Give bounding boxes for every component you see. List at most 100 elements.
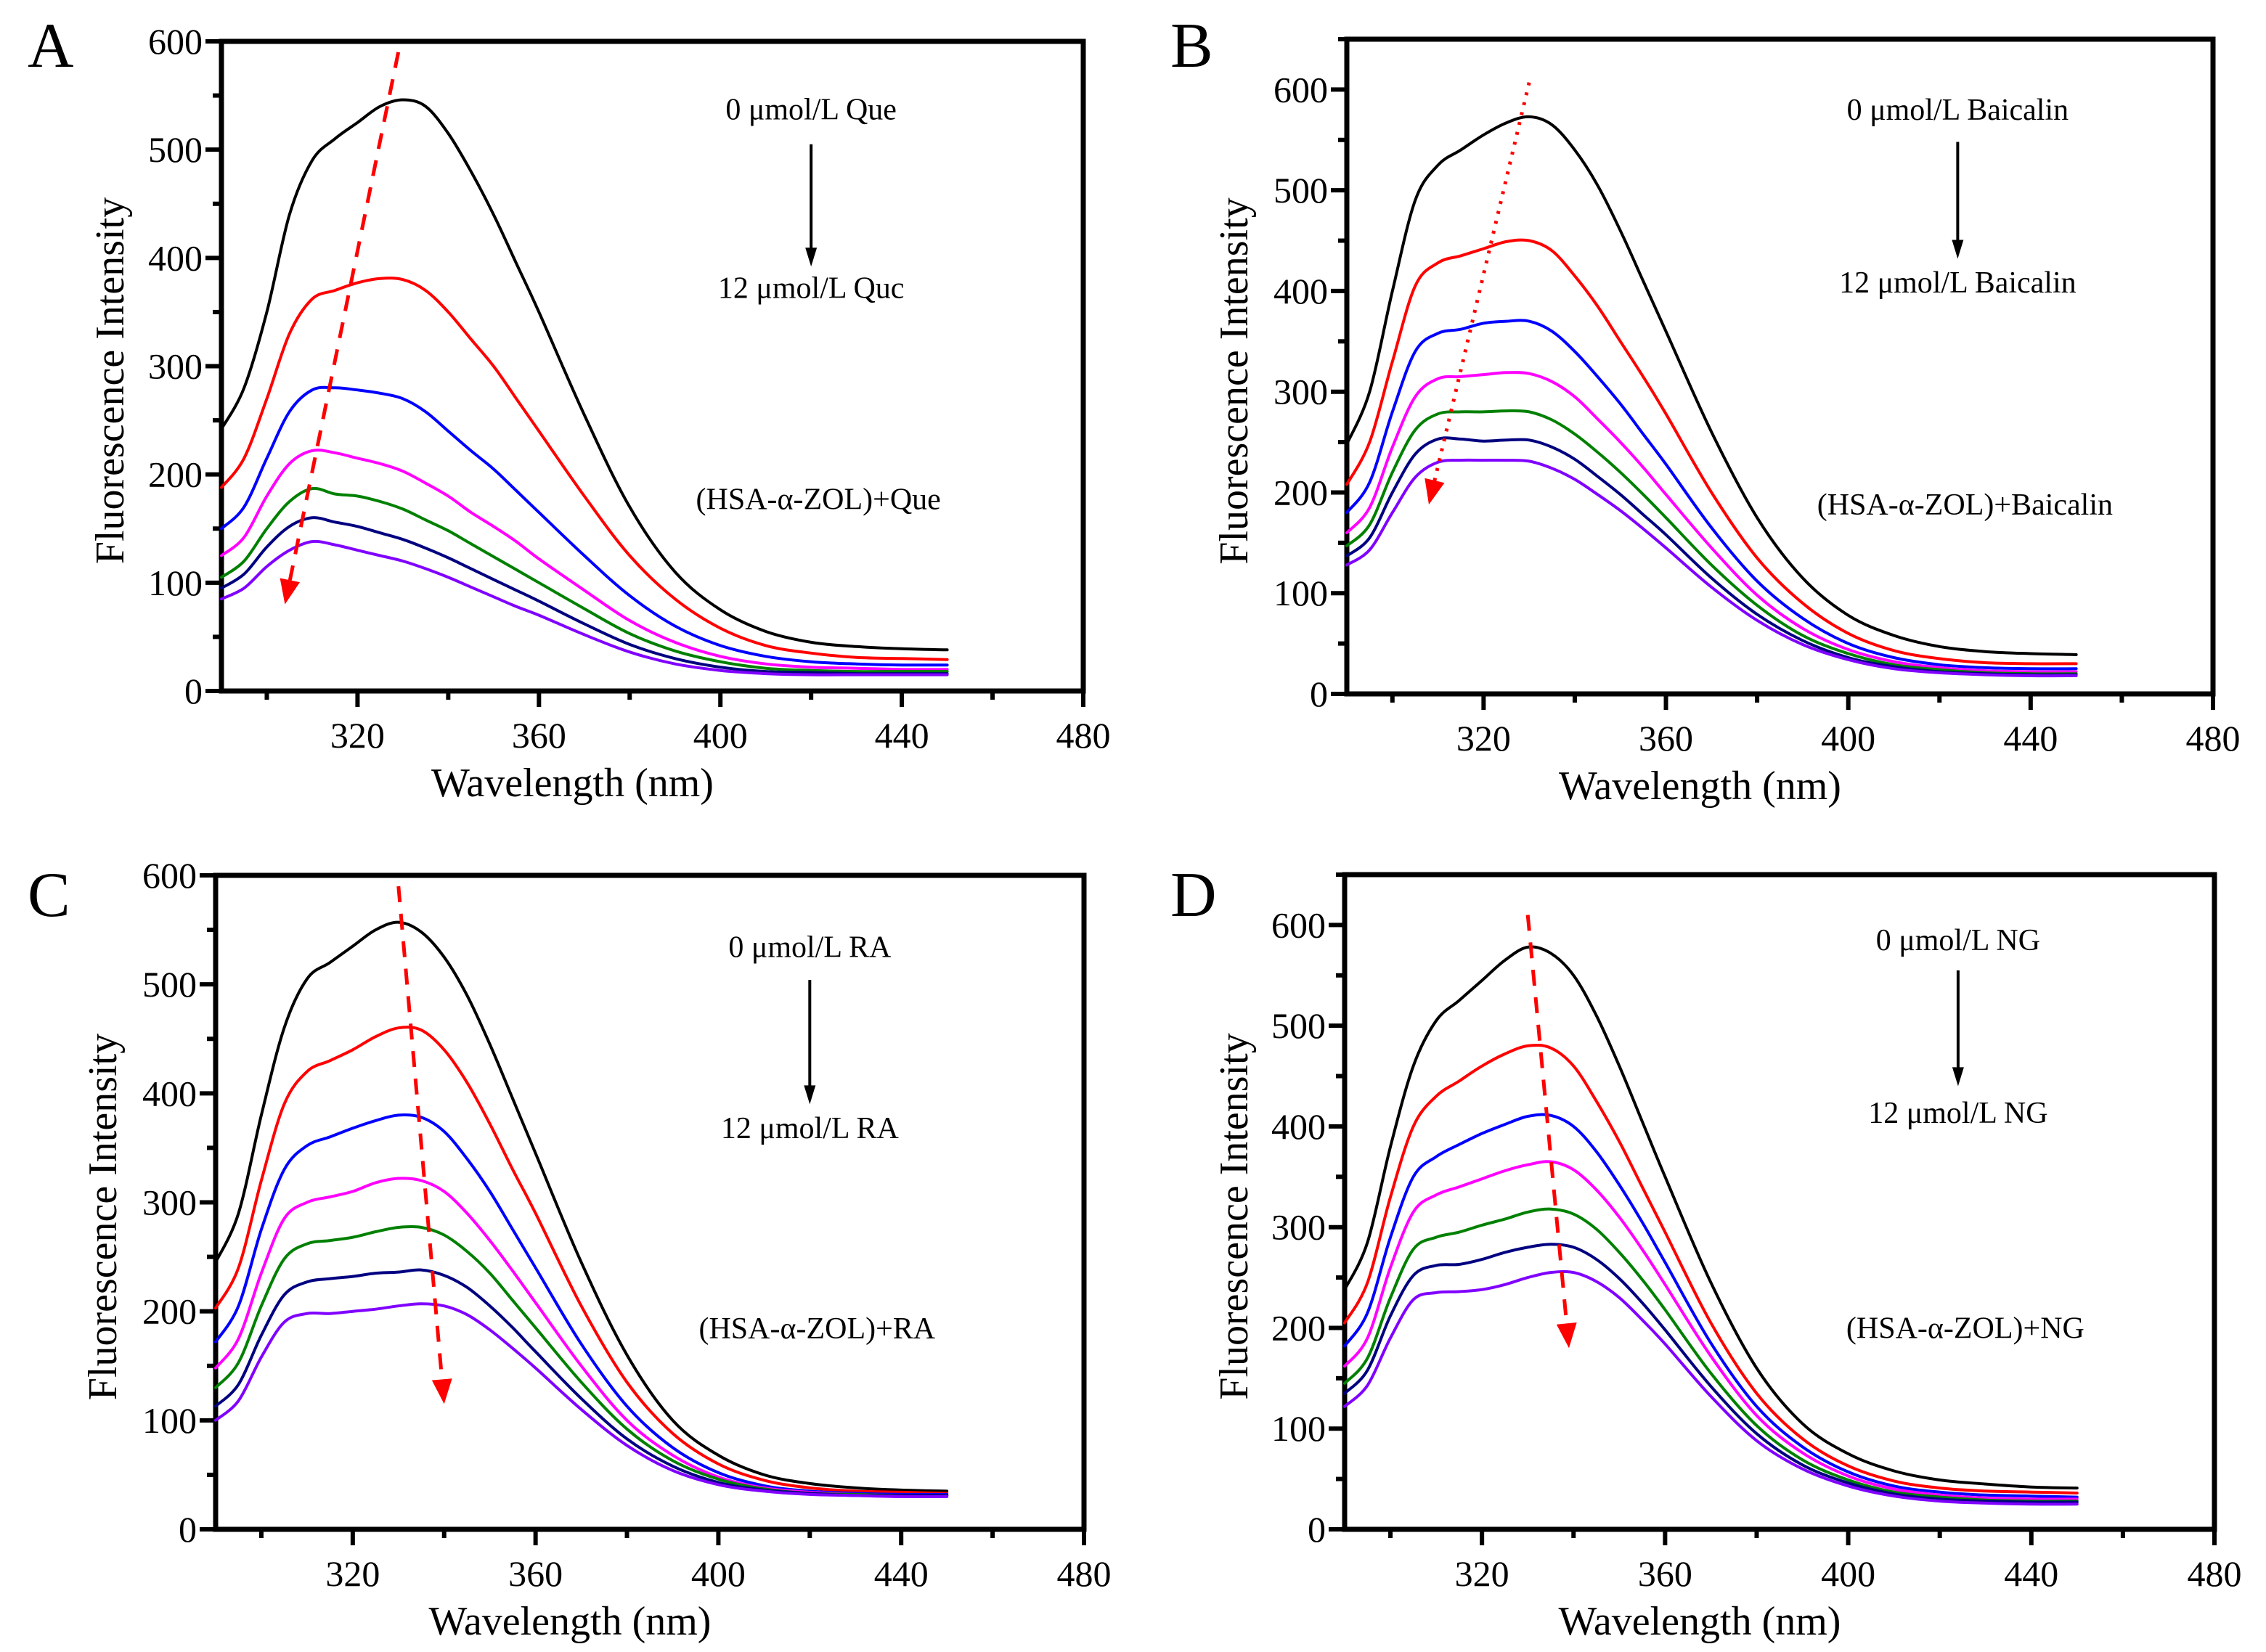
x-tick-label: 320	[325, 1553, 380, 1594]
trend-arrow-line	[1432, 82, 1531, 481]
panel-label: A	[28, 11, 74, 81]
y-tick-label: 600	[142, 855, 197, 896]
end-concentration-label: 12 μmol/L Quc	[718, 272, 905, 306]
panel-label: D	[1170, 860, 1217, 931]
system-label: (HSA-α-ZOL)+NG	[1846, 1312, 2084, 1345]
y-tick-label: 300	[148, 346, 203, 387]
x-tick-label: 440	[2003, 718, 2058, 758]
end-concentration-label: 12 μmol/L NG	[1868, 1097, 2047, 1130]
spectrum-curve-1	[1343, 1043, 2079, 1494]
plot-frame	[213, 872, 1087, 1532]
plot-frame	[219, 38, 1086, 694]
panel-label: B	[1170, 11, 1213, 81]
y-tick-label: 500	[148, 129, 203, 170]
y-tick-label: 300	[1271, 1207, 1326, 1248]
spectrum-curve-2	[1343, 1113, 2079, 1499]
x-tick-label: 360	[1639, 718, 1693, 758]
spectrum-curve-6	[1343, 1269, 2079, 1506]
y-tick-label: 400	[148, 237, 203, 278]
panel-a: A 320 360 400 440 480 0 100 200 300 400 500 600 Wavel…	[28, 11, 1111, 806]
y-tick-label: 200	[1273, 472, 1328, 512]
arrow-down-icon	[1952, 1067, 1964, 1087]
y-tick-label: 0	[179, 1509, 197, 1550]
x-tick-label: 440	[875, 715, 929, 756]
x-tick-label: 480	[1057, 1553, 1112, 1594]
y-axis-title: Fluorescence Intensity	[88, 197, 133, 564]
system-label: (HSA-α-ZOL)+RA	[698, 1312, 935, 1346]
panel-b: B 320 360 400 440 480 0 100 200 300 400 500 600 Wavel…	[1170, 11, 2241, 809]
y-tick-label: 500	[1271, 1005, 1326, 1046]
spectrum-curve-6	[214, 1302, 949, 1499]
panel-c: C 320 360 400 440 480 0 100 200 300 400 500 600 Wavel…	[28, 855, 1112, 1644]
start-concentration-label: 0 μmol/L Baicalin	[1847, 94, 2069, 127]
spectrum-curve-2	[214, 1113, 949, 1497]
y-tick-label: 0	[1308, 1509, 1326, 1550]
panel-d: D 320 360 400 440 480 0 100 200 300 400 500 600 Wavel…	[1170, 860, 2242, 1644]
y-tick-label: 400	[1273, 271, 1328, 311]
end-concentration-label: 12 μmol/L Baicalin	[1839, 266, 2077, 300]
plot-frame	[1344, 36, 2216, 697]
arrow-down-icon	[804, 1085, 816, 1105]
plot-frame	[1342, 872, 2217, 1532]
spectrum-curve-5	[1345, 436, 2078, 676]
spectrum-curve-1	[220, 277, 949, 661]
end-concentration-label: 12 μmol/L RA	[721, 1112, 900, 1145]
spectrum-curve-2	[1345, 319, 2078, 671]
panel-label: C	[28, 860, 70, 931]
trend-arrow-line	[1525, 915, 1569, 1324]
y-axis-title: Fluorescence Intensity	[81, 1034, 126, 1400]
y-tick-label: 0	[1310, 674, 1328, 714]
x-axis-title: Wavelength (nm)	[1559, 1599, 1841, 1644]
x-tick-label: 480	[1056, 715, 1111, 756]
x-tick-label: 320	[1455, 1553, 1509, 1594]
x-tick-label: 400	[1821, 1553, 1875, 1594]
trend-arrow-line	[288, 52, 401, 581]
start-concentration-label: 0 μmol/L RA	[728, 931, 892, 965]
start-concentration-label: 0 μmol/L Que	[725, 93, 897, 126]
spectrum-curve-3	[1345, 371, 2078, 674]
y-tick-label: 100	[1273, 573, 1328, 613]
arrow-down-icon	[805, 248, 818, 267]
x-tick-label: 360	[508, 1553, 563, 1594]
x-tick-label: 320	[1456, 718, 1511, 758]
y-tick-label: 500	[142, 964, 197, 1005]
spectrum-curve-5	[1343, 1243, 2079, 1504]
x-tick-label: 400	[693, 715, 748, 756]
system-label: (HSA-α-ZOL)+Baicalin	[1817, 488, 2113, 522]
spectrum-curve-4	[214, 1224, 949, 1497]
y-tick-label: 0	[184, 671, 203, 711]
x-tick-label: 360	[512, 715, 566, 756]
y-tick-label: 200	[142, 1291, 197, 1332]
spectrum-curve-3	[220, 449, 949, 671]
spectrum-curve-3	[1343, 1160, 2079, 1501]
y-tick-label: 100	[1271, 1408, 1326, 1449]
trend-arrow-head-icon	[1556, 1322, 1577, 1349]
x-tick-label: 320	[330, 715, 385, 756]
spectrum-curve-4	[220, 486, 949, 674]
spectrum-curve-0	[1343, 945, 2079, 1490]
spectrum-curve-4	[1345, 409, 2078, 676]
system-label: (HSA-α-ZOL)+Que	[696, 483, 941, 516]
y-tick-label: 200	[148, 454, 203, 495]
spectrum-curve-5	[220, 516, 949, 676]
spectrum-curve-2	[220, 385, 949, 667]
y-tick-label: 600	[148, 21, 203, 62]
spectrum-curve-0	[214, 920, 949, 1493]
y-tick-label: 300	[142, 1182, 197, 1223]
x-tick-label: 400	[691, 1553, 746, 1594]
y-tick-label: 100	[148, 563, 203, 603]
x-tick-label: 440	[2004, 1553, 2058, 1594]
x-axis-title: Wavelength (nm)	[431, 761, 714, 806]
x-tick-label: 360	[1638, 1553, 1692, 1594]
x-axis-title: Wavelength (nm)	[1559, 764, 1841, 809]
y-tick-label: 400	[1271, 1106, 1326, 1147]
spectrum-curve-1	[1345, 238, 2078, 666]
y-tick-label: 200	[1271, 1307, 1326, 1348]
x-tick-label: 440	[874, 1553, 929, 1594]
y-tick-label: 400	[142, 1073, 197, 1113]
spectrum-curve-0	[1345, 115, 2078, 656]
x-tick-label: 480	[2186, 718, 2241, 758]
y-tick-label: 500	[1273, 170, 1328, 210]
spectrum-curve-6	[220, 539, 949, 676]
